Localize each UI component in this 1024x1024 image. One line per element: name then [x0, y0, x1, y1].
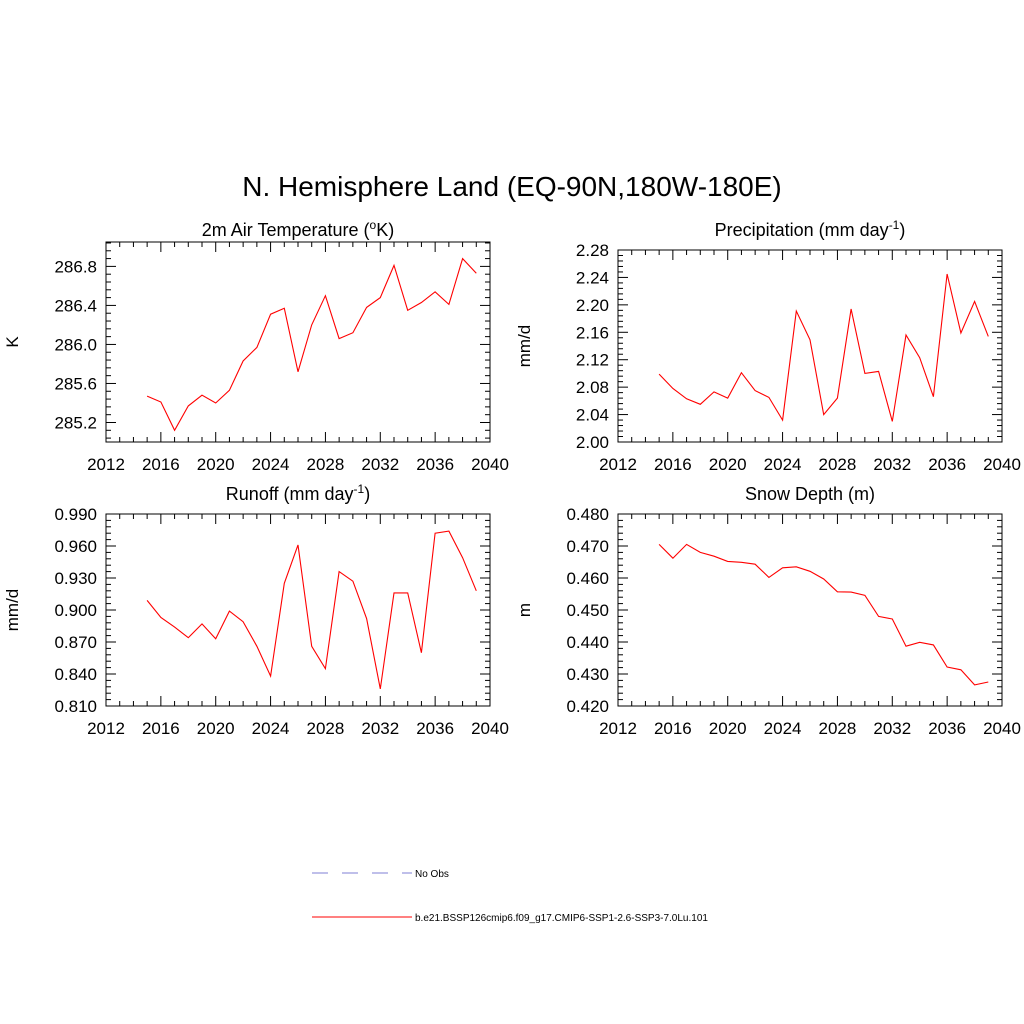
legend: No Obs b.e21.BSSP126cmip6.f09_g17.CMIP6-… — [312, 869, 708, 924]
panel-precipitation: 2012 2016 2020 2024 2028 2032 2036 2040 2.00 2.04… — [515, 218, 1021, 474]
y-tick-label: 0.470 — [566, 537, 609, 556]
y-tick-label: 0.450 — [566, 601, 609, 620]
series-line — [658, 543, 989, 686]
series-line — [146, 530, 477, 690]
x-tick-label: 2016 — [142, 719, 180, 738]
x-tick-label: 2032 — [873, 719, 911, 738]
x-tick-label: 2024 — [252, 455, 290, 474]
x-tick-label: 2036 — [928, 455, 966, 474]
legend-label-no-obs: No Obs — [415, 869, 449, 880]
x-tick-label: 2012 — [599, 455, 637, 474]
x-tick-label: 2024 — [764, 455, 802, 474]
series-line — [658, 273, 989, 422]
y-tick-label: 2.28 — [576, 241, 609, 260]
x-tick-label: 2032 — [873, 455, 911, 474]
y-axis-label: mm/d — [515, 325, 534, 368]
panel-title: Snow Depth (m) — [745, 484, 875, 504]
y-tick-label: 286.4 — [54, 296, 97, 315]
y-tick-label: 2.20 — [576, 296, 609, 315]
y-tick-label: 0.900 — [54, 601, 97, 620]
y-tick-label: 0.430 — [566, 665, 609, 684]
x-tick-label: 2016 — [654, 719, 692, 738]
panel-air-temperature: 2012 2016 2020 2024 2028 2032 2036 2040 285.2 285… — [3, 218, 509, 474]
x-tick-label: 2016 — [654, 455, 692, 474]
y-tick-label: 2.24 — [576, 268, 609, 287]
x-tick-label: 2028 — [307, 455, 345, 474]
legend-label-model: b.e21.BSSP126cmip6.f09_g17.CMIP6-SSP1-2.… — [415, 913, 708, 924]
y-tick-label: 286.0 — [54, 335, 97, 354]
panel-runoff: 2012 2016 2020 2024 2028 2032 2036 2040 0.810 0.8… — [3, 482, 509, 738]
y-tick-label: 286.8 — [54, 257, 97, 276]
x-tick-label: 2032 — [361, 455, 399, 474]
x-tick-label: 2020 — [709, 455, 747, 474]
figure-title: N. Hemisphere Land (EQ-90N,180W-180E) — [242, 171, 782, 202]
x-tick-label: 2020 — [709, 719, 747, 738]
panel-title: 2m Air Temperature (oK) — [202, 218, 394, 240]
x-tick-label: 2040 — [983, 719, 1021, 738]
series-line — [146, 257, 477, 432]
y-axis-label: mm/d — [3, 589, 22, 632]
y-tick-label: 2.08 — [576, 378, 609, 397]
y-tick-label: 285.6 — [54, 374, 97, 393]
x-tick-label: 2020 — [197, 719, 235, 738]
plot-frame — [105, 241, 491, 443]
x-tick-label: 2036 — [416, 719, 454, 738]
x-tick-label: 2040 — [983, 455, 1021, 474]
plot-frame — [617, 513, 1003, 707]
y-tick-label: 2.04 — [576, 406, 609, 425]
y-tick-label: 0.870 — [54, 633, 97, 652]
y-tick-label: 0.840 — [54, 665, 97, 684]
y-tick-label: 0.930 — [54, 569, 97, 588]
y-axis-label: m — [515, 603, 534, 617]
y-tick-label: 0.440 — [566, 633, 609, 652]
x-tick-label: 2040 — [471, 455, 509, 474]
panel-snow-depth: 2012 2016 2020 2024 2028 2032 2036 2040 0.420 0.4… — [515, 484, 1021, 738]
y-tick-label: 2.00 — [576, 433, 609, 452]
x-tick-label: 2036 — [416, 455, 454, 474]
x-tick-label: 2028 — [819, 719, 857, 738]
x-tick-label: 2036 — [928, 719, 966, 738]
panel-title: Runoff (mm day-1) — [226, 482, 370, 504]
x-tick-label: 2028 — [307, 719, 345, 738]
y-tick-label: 0.480 — [566, 505, 609, 524]
y-tick-label: 0.810 — [54, 697, 97, 716]
x-tick-label: 2032 — [361, 719, 399, 738]
y-tick-label: 0.460 — [566, 569, 609, 588]
y-tick-label: 285.2 — [54, 413, 97, 432]
y-tick-label: 0.990 — [54, 505, 97, 524]
x-tick-label: 2012 — [599, 719, 637, 738]
panel-title: Precipitation (mm day-1) — [715, 218, 906, 240]
y-tick-label: 2.12 — [576, 351, 609, 370]
y-tick-label: 0.960 — [54, 537, 97, 556]
x-tick-label: 2012 — [87, 455, 125, 474]
y-tick-label: 2.16 — [576, 323, 609, 342]
y-axis-label: K — [3, 336, 22, 348]
x-tick-label: 2016 — [142, 455, 180, 474]
y-tick-label: 0.420 — [566, 697, 609, 716]
x-tick-label: 2020 — [197, 455, 235, 474]
x-tick-label: 2024 — [252, 719, 290, 738]
plot-frame — [105, 513, 491, 707]
x-tick-label: 2028 — [819, 455, 857, 474]
x-tick-label: 2024 — [764, 719, 802, 738]
x-tick-label: 2040 — [471, 719, 509, 738]
plot-frame — [617, 249, 1003, 443]
x-tick-label: 2012 — [87, 719, 125, 738]
